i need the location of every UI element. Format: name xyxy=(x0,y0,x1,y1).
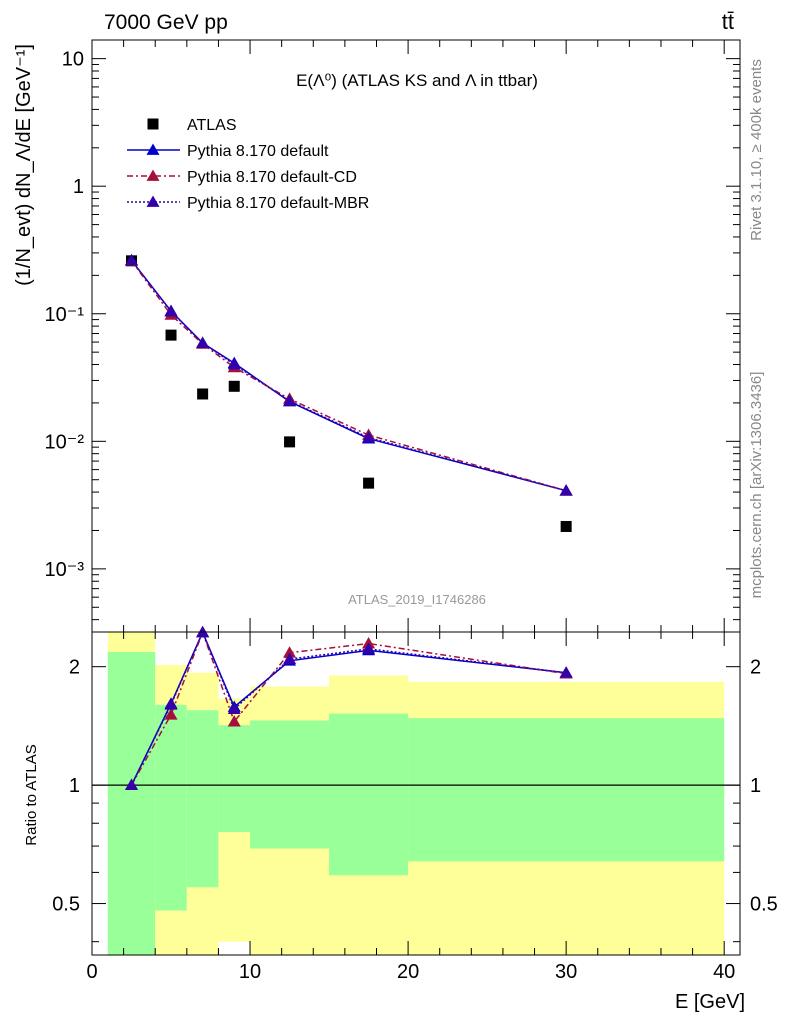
ratio-y-tick-label-right: 1 xyxy=(750,775,761,797)
data-point xyxy=(560,520,572,532)
legend-marker xyxy=(146,195,160,207)
series-1 xyxy=(125,253,573,496)
data-point xyxy=(164,305,178,317)
data-point xyxy=(165,329,177,341)
y-tick-label: 1 xyxy=(73,176,84,198)
legend-marker xyxy=(146,169,160,181)
main-panel: ATLAS Pythia 8.170 default Pythia 8.170 de… xyxy=(13,39,741,633)
inner-band xyxy=(107,651,156,955)
data-point xyxy=(559,484,573,496)
x-tick-label: 30 xyxy=(555,961,577,983)
legend-item: ATLAS xyxy=(147,117,237,134)
ratio-y-tick-label-right: 2 xyxy=(750,657,761,679)
y-tick-label: 10⁻² xyxy=(45,431,85,453)
inner-band xyxy=(408,718,725,862)
y-tick-label: 10⁻³ xyxy=(45,559,85,581)
y-tick-label: 10⁻¹ xyxy=(45,304,85,326)
data-point xyxy=(362,431,376,443)
ratio-panel: Ratio to ATLAS E [GeV] 0.5 0.51 12 20 10 20 30… xyxy=(23,625,778,1013)
main-axes: 10⁻³ 10⁻² 10⁻¹ 1 10 xyxy=(45,39,741,633)
main-y-axis-label: (1/N_evt) dN_Λ/dE [GeV⁻¹] xyxy=(13,44,35,286)
y-tick-label: 10 xyxy=(62,49,84,71)
legend-label: Pythia 8.170 default-MBR xyxy=(187,195,369,212)
data-point xyxy=(196,336,210,348)
series-0 xyxy=(126,255,572,532)
ratio-point xyxy=(125,778,139,790)
ratio-point xyxy=(283,646,297,658)
legend-label: ATLAS xyxy=(187,117,237,134)
data-point xyxy=(227,358,241,370)
process-label: tt̄ xyxy=(722,9,734,34)
data-point xyxy=(228,380,240,392)
inner-band xyxy=(329,713,409,876)
ratio-y-tick-label-right: 0.5 xyxy=(750,894,778,916)
ratio-point xyxy=(164,698,178,710)
legend-marker xyxy=(147,118,159,130)
chart-title: E(Λ⁰) (ATLAS KS and Λ in ttbar) xyxy=(296,71,538,90)
series-2 xyxy=(125,254,573,496)
series-line xyxy=(130,259,567,492)
legend: ATLAS Pythia 8.170 default Pythia 8.170 de… xyxy=(127,117,369,212)
ratio-frame xyxy=(91,631,741,956)
legend-item: Pythia 8.170 default-CD xyxy=(127,169,357,186)
legend-label: Pythia 8.170 default-CD xyxy=(187,169,357,186)
collision-label: 7000 GeV pp xyxy=(104,11,228,34)
ratio-y-tick-label: 1 xyxy=(69,775,80,797)
data-point xyxy=(363,477,375,489)
inner-band xyxy=(218,725,251,833)
ratio-axes: 0.5 0.51 12 20 10 20 30 40 xyxy=(52,631,778,983)
series-line xyxy=(130,260,567,492)
legend-label: Pythia 8.170 default xyxy=(187,143,329,160)
ratio-point xyxy=(227,715,241,727)
x-tick-label: 40 xyxy=(713,961,735,983)
ratio-point xyxy=(164,708,178,720)
data-point xyxy=(284,436,296,448)
inner-band xyxy=(186,710,219,888)
rivet-label: Rivet 3.1.10, ≥ 400k events xyxy=(748,59,765,241)
ratio-point xyxy=(362,642,376,654)
x-tick-label: 20 xyxy=(397,961,419,983)
ratio-y-tick-label: 0.5 xyxy=(52,894,80,916)
ratio-series-2 xyxy=(125,625,573,790)
x-axis-label: E [GeV] xyxy=(675,991,745,1013)
inner-band xyxy=(155,704,187,911)
ratio-point xyxy=(227,702,241,715)
main-data-layer xyxy=(125,253,573,532)
ratio-y-axis-label: Ratio to ATLAS xyxy=(23,744,40,845)
series-line xyxy=(130,259,567,492)
legend-marker xyxy=(146,143,160,155)
inner-band xyxy=(250,720,330,849)
legend-item: Pythia 8.170 default xyxy=(127,143,329,160)
series-3 xyxy=(125,253,573,496)
x-tick-label: 10 xyxy=(239,961,261,983)
x-tick-label: 0 xyxy=(86,961,97,983)
ratio-point xyxy=(283,652,297,665)
ratio-data-layer xyxy=(125,625,573,790)
data-point xyxy=(283,394,297,406)
analysis-watermark: ATLAS_2019_I1746286 xyxy=(348,592,486,607)
uncertainty-bands xyxy=(92,632,740,955)
ratio-point xyxy=(559,666,573,678)
data-point xyxy=(125,253,139,266)
data-point xyxy=(197,388,209,400)
mcplots-label: mcplots.cern.ch [arXiv:1306.3436] xyxy=(748,372,765,599)
ratio-y-tick-label: 2 xyxy=(69,657,80,679)
legend-item: Pythia 8.170 default-MBR xyxy=(127,195,369,212)
